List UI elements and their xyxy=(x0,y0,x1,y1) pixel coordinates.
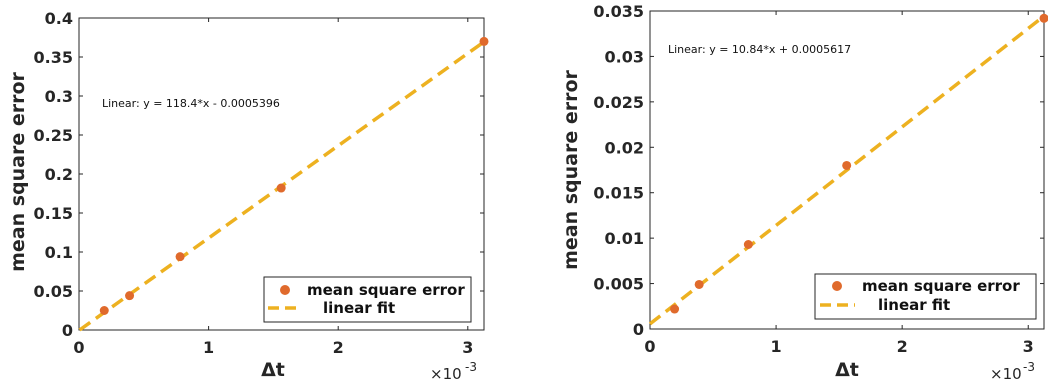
chart-left-legend-label-mse: mean square error xyxy=(307,281,465,299)
chart-left-ylabel: mean square error xyxy=(7,71,29,271)
chart-left-legend-marker-mse xyxy=(280,285,290,295)
chart-right-data-point xyxy=(1039,13,1048,23)
chart-right-y-tick-label: 0.03 xyxy=(605,47,644,66)
chart-right-data-point xyxy=(842,160,852,170)
chart-right-x-tick-label: 0 xyxy=(644,337,655,356)
chart-left-y-tick-label: 0.2 xyxy=(45,165,73,184)
chart-right-y-tick-label: 0.01 xyxy=(605,229,644,248)
chart-right-legend: mean square error linear fit xyxy=(814,273,1037,320)
chart-right-data-point xyxy=(670,304,680,314)
chart-right-legend-label-fit: linear fit xyxy=(878,296,950,314)
chart-right-fit-annotation: Linear: y = 10.84*x + 0.0005617 xyxy=(668,43,851,56)
chart-left-x-tick-label: 3 xyxy=(462,338,473,357)
chart-right-legend-label-mse: mean square error xyxy=(862,277,1020,295)
chart-right-x-exponent-base: ×10 xyxy=(990,365,1022,383)
chart-right-y-tick-label: 0.015 xyxy=(593,184,644,203)
chart-right-marks: 0 0.005 0.01 0.015 0.02 0.025 0.03 0.035 0 1 2 3 xyxy=(593,2,1048,356)
chart-left-y-tick-label: 0.4 xyxy=(45,9,73,28)
chart-right-xlabel: Δt xyxy=(835,359,859,381)
chart-right-y-tick-label: 0.02 xyxy=(605,138,644,157)
chart-left-x-tick-label: 0 xyxy=(73,338,84,357)
chart-left-x-exponent-power: -3 xyxy=(465,360,477,374)
chart-right-legend-marker-mse xyxy=(832,281,842,291)
chart-right-ylabel: mean square error xyxy=(560,69,582,269)
chart-right-x-tick-label: 2 xyxy=(897,337,908,356)
chart-left-marks: 0 0.05 0.1 0.15 0.2 0.25 0.3 0.35 0.4 0 1 2 3 xyxy=(34,9,489,357)
chart-left-x-tick-label: 1 xyxy=(203,338,214,357)
chart-right: 0 0.005 0.01 0.015 0.02 0.025 0.03 0.035 0 1 2 3 me… xyxy=(560,2,1048,383)
chart-left-y-tick-label: 0.15 xyxy=(34,204,73,223)
chart-right-legend-box xyxy=(814,273,1037,320)
chart-left-data-point xyxy=(479,36,489,46)
chart-right-fit-line xyxy=(648,14,1046,326)
chart-left-y-tick-label: 0.25 xyxy=(34,126,73,145)
chart-left-y-tick-label: 0.35 xyxy=(34,48,73,67)
chart-left-xlabel: Δt xyxy=(261,359,285,381)
chart-right-y-tick-label: 0.005 xyxy=(593,275,644,294)
chart-left-y-tick-label: 0 xyxy=(62,321,73,340)
chart-left-legend-label-fit: linear fit xyxy=(323,299,395,317)
chart-right-x-exponent-power: -3 xyxy=(1023,360,1035,374)
chart-left-legend-box xyxy=(263,276,472,323)
chart-left-y-tick-label: 0.05 xyxy=(34,282,73,301)
chart-left-x-exponent-base: ×10 xyxy=(430,365,462,383)
chart-right-y-tick-label: 0 xyxy=(633,320,644,339)
chart-right-data-point xyxy=(694,279,704,289)
chart-left-data-point xyxy=(175,252,185,262)
chart-right-x-tick-label: 3 xyxy=(1023,337,1034,356)
chart-left-y-tick-label: 0.3 xyxy=(45,87,73,106)
chart-right-plot-frame xyxy=(649,10,1045,330)
chart-left-legend: mean square error linear fit xyxy=(263,276,472,323)
chart-right-data-point xyxy=(743,240,753,250)
chart-right-y-tick-label: 0.025 xyxy=(593,93,644,112)
chart-left-y-tick-label: 0.1 xyxy=(45,243,73,262)
chart-left-data-point xyxy=(99,306,109,315)
chart-left: 0 0.05 0.1 0.15 0.2 0.25 0.3 0.35 0.4 0 1 2 3 mean s… xyxy=(7,9,489,383)
chart-left-x-tick-label: 2 xyxy=(333,338,344,357)
chart-left-fit-annotation: Linear: y = 118.4*x - 0.0005396 xyxy=(102,97,280,110)
chart-left-data-point xyxy=(276,183,286,193)
chart-right-y-tick-label: 0.035 xyxy=(593,2,644,21)
chart-left-data-point xyxy=(125,291,135,301)
chart-right-x-tick-label: 1 xyxy=(771,337,782,356)
